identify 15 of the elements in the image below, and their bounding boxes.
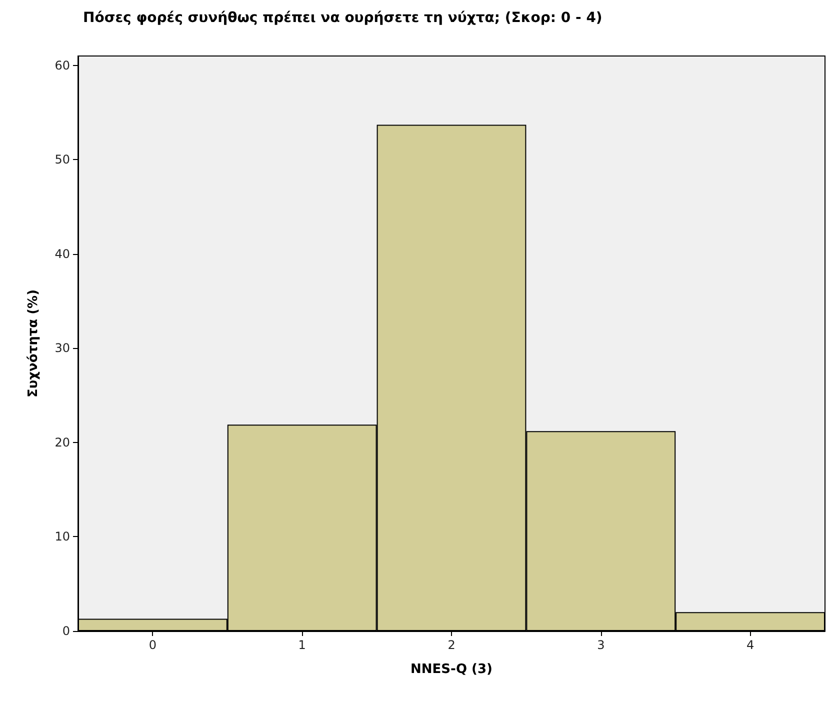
y-tick-label: 40 (54, 246, 70, 261)
y-tick-label: 60 (54, 58, 70, 72)
y-tick-label: 10 (54, 530, 70, 544)
y-tick-label: 20 (54, 435, 70, 450)
y-axis-title: Συχνότητα (%) (26, 289, 41, 398)
y-tick-label: 50 (54, 152, 70, 167)
x-axis-title: NNES-Q (3) (410, 662, 492, 677)
y-tick-label: 30 (54, 341, 70, 356)
x-tick-label: 1 (298, 638, 306, 652)
x-tick-label: 3 (597, 638, 605, 652)
y-tick-label: 0 (62, 624, 70, 638)
chart-title: Πόσες φορές συνήθως πρέπει να ουρήσετε τη νύχτα; (Σκορ: 0 - 4) (83, 10, 602, 26)
x-tick-label: 4 (746, 638, 754, 652)
x-tick-label: 2 (448, 638, 456, 652)
x-tick-label: 0 (148, 638, 157, 652)
